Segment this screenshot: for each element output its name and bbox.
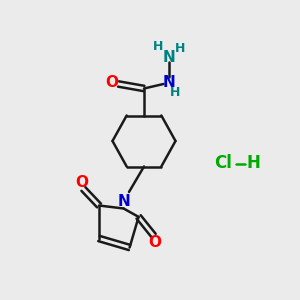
Text: N: N bbox=[163, 75, 175, 90]
Text: H: H bbox=[153, 40, 164, 53]
Text: O: O bbox=[148, 235, 162, 250]
Text: N: N bbox=[118, 194, 130, 209]
Text: H: H bbox=[175, 42, 185, 56]
Text: O: O bbox=[75, 175, 88, 190]
Text: H: H bbox=[247, 154, 260, 172]
Text: N: N bbox=[163, 50, 175, 64]
Text: Cl: Cl bbox=[214, 154, 232, 172]
Text: H: H bbox=[170, 86, 180, 99]
Text: O: O bbox=[105, 75, 119, 90]
